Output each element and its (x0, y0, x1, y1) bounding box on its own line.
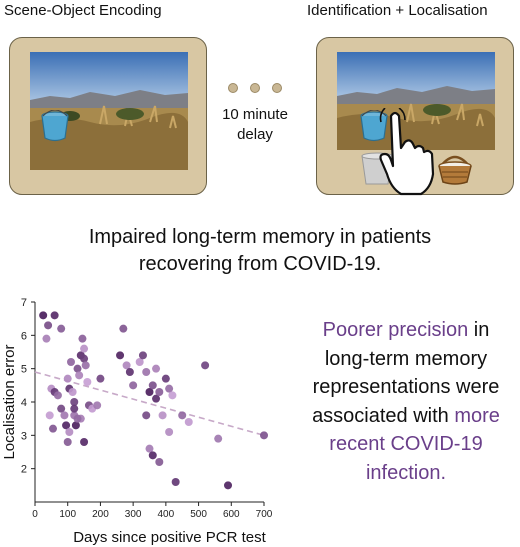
data-point (70, 404, 79, 413)
data-point (165, 428, 174, 436)
data-point (116, 351, 125, 360)
delay-line2: delay (237, 126, 273, 143)
data-point (145, 388, 154, 396)
basket-icon (438, 155, 472, 185)
data-point (125, 368, 134, 376)
data-point (158, 411, 167, 420)
x-tick-label: 400 (158, 509, 175, 520)
data-point (71, 421, 80, 430)
main-finding-headline: Impaired long-term memory in patients re… (0, 224, 520, 278)
data-point (171, 478, 180, 486)
data-point (201, 361, 210, 370)
data-point (63, 438, 72, 446)
data-point (83, 378, 92, 386)
x-tick-label: 600 (223, 509, 240, 520)
scatter-chart: 0 100 200 300 400 500 600 700 2 3 4 5 6 7 Days since p… (1, 297, 273, 546)
data-point (66, 358, 75, 366)
encoding-tablet (9, 37, 207, 195)
data-point (44, 321, 53, 330)
data-point (68, 388, 77, 396)
data-point (161, 374, 170, 383)
y-tick-label: 5 (21, 364, 27, 376)
data-point (63, 374, 72, 383)
data-point (75, 371, 84, 380)
data-point (184, 418, 193, 426)
data-point (135, 358, 144, 366)
data-point (39, 311, 48, 320)
delay-dot (272, 83, 282, 93)
encoding-title: Scene-Object Encoding (4, 2, 162, 19)
data-point (214, 434, 223, 443)
y-tick-label: 4 (21, 397, 27, 409)
x-tick-label: 300 (125, 509, 142, 520)
data-point (93, 401, 102, 410)
data-point (57, 324, 66, 333)
data-point (80, 344, 89, 353)
delay-line1: 10 minute (222, 106, 288, 123)
identification-title: Identification + Localisation (307, 2, 488, 19)
delay-dot (228, 83, 238, 93)
y-axis-label: Localisation error (1, 344, 18, 459)
x-tick-label: 0 (32, 509, 38, 520)
data-point (165, 384, 174, 393)
headline-line2: recovering from COVID-19. (138, 253, 382, 275)
data-point (152, 364, 161, 373)
data-point (73, 414, 82, 423)
data-point (48, 424, 57, 433)
headline-line1: Impaired long-term memory in patients (88, 226, 432, 248)
data-point (142, 411, 151, 420)
data-point (260, 431, 268, 440)
summary-highlight-precision: Poorer precision (322, 319, 469, 341)
data-point (50, 311, 59, 320)
data-point (138, 351, 147, 360)
data-point (178, 411, 187, 420)
data-point (96, 374, 105, 383)
y-tick-label: 6 (21, 330, 27, 342)
data-point (122, 361, 131, 370)
data-point (155, 458, 164, 466)
data-point (70, 398, 79, 406)
summary-highlight-recent: more recent COVID-19 infection. (329, 404, 500, 484)
data-point (155, 388, 164, 396)
data-point (152, 394, 161, 403)
x-tick-label: 700 (256, 509, 273, 520)
delay-dots (228, 83, 282, 93)
data-point (60, 411, 69, 420)
data-point (168, 391, 177, 400)
identification-tablet (316, 37, 514, 196)
y-tick-label: 3 (21, 430, 27, 442)
summary-middle: in long-term memory representations were… (312, 319, 500, 427)
x-tick-label: 100 (59, 509, 76, 520)
data-point (73, 364, 82, 373)
data-point (80, 354, 89, 363)
data-point (119, 324, 128, 333)
data-point (80, 438, 89, 446)
hand-pointer-icon (379, 108, 435, 196)
data-point (57, 404, 66, 413)
x-axis-label: Days since positive PCR test (73, 529, 266, 546)
delay-dot (250, 83, 260, 93)
x-tick-label: 200 (92, 509, 109, 520)
encoding-scene-image (30, 52, 188, 170)
x-tick-label: 500 (190, 509, 207, 520)
data-point (45, 411, 54, 420)
data-point (78, 334, 87, 343)
data-point (148, 451, 157, 460)
data-point (81, 361, 90, 370)
data-point (142, 368, 151, 376)
delay-label: 10 minute delay (200, 105, 310, 145)
data-point (62, 421, 71, 430)
y-tick-label: 2 (21, 464, 27, 476)
data-point (148, 381, 157, 390)
data-point (129, 381, 138, 390)
data-point (224, 481, 233, 490)
summary-text: Poorer precision in long-term memory rep… (300, 316, 512, 487)
y-tick-label: 7 (21, 297, 27, 309)
data-point (65, 428, 74, 436)
data-point (53, 391, 62, 400)
data-point (42, 334, 51, 343)
bucket-icon (41, 110, 69, 142)
identification-scene-image (337, 52, 495, 150)
data-point (145, 444, 154, 453)
